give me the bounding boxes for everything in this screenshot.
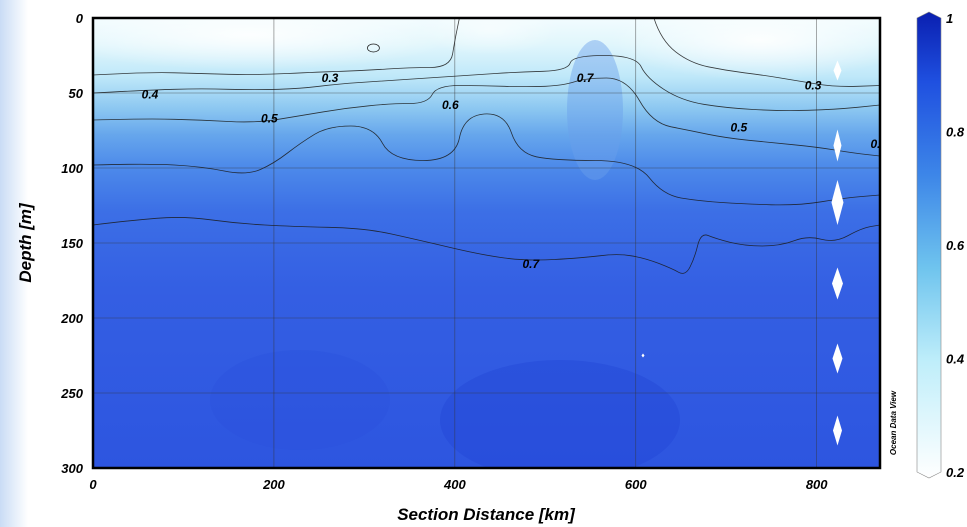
- colorbar-tick-label: 1: [946, 11, 953, 26]
- plot-frame: [91, 16, 882, 470]
- deep-dark-patch: [210, 350, 390, 450]
- contour-label: 0.3: [805, 79, 822, 93]
- contour-line: [653, 18, 880, 87]
- data-gap-mark: [833, 60, 842, 81]
- y-tick-label: 150: [61, 236, 83, 251]
- y-tick-label: 50: [69, 86, 84, 101]
- data-gap-mark: [833, 129, 842, 162]
- contour-line: [93, 55, 880, 111]
- data-gaps: [641, 60, 844, 446]
- contour-line: [93, 77, 880, 157]
- contour-label: 0.3: [322, 71, 339, 85]
- field-shading: [93, 18, 880, 468]
- watermark-text: Ocean Data View: [889, 390, 898, 455]
- x-tick-label: 800: [806, 477, 828, 492]
- data-gap-mark: [832, 343, 843, 374]
- data-gap-mark: [831, 180, 844, 225]
- y-axis-ticks: 0 50 100 150 200 250 300: [60, 11, 83, 476]
- y-tick-label: 300: [61, 461, 83, 476]
- y-tick-label: 200: [60, 311, 83, 326]
- data-gap-mark: [641, 353, 645, 358]
- y-tick-label: 0: [76, 11, 84, 26]
- x-axis-ticks: 0 200 400 600 800: [89, 477, 828, 492]
- data-gap-mark: [831, 267, 843, 300]
- contour-label: 0.: [870, 137, 880, 151]
- y-axis-title: Depth [m]: [16, 202, 35, 283]
- x-tick-label: 600: [625, 477, 647, 492]
- data-gap-mark: [832, 415, 842, 446]
- contour-line: [93, 113, 880, 206]
- y-tick-label: 100: [61, 161, 83, 176]
- contour-label: 0.7: [522, 257, 540, 271]
- mid-tongue-patch: [567, 40, 623, 180]
- colorbar-body: [916, 11, 942, 479]
- colorbar: 0.2 0.4 0.6 0.8 1: [916, 11, 965, 480]
- x-axis-title: Section Distance [km]: [397, 505, 576, 524]
- contour-line: [93, 217, 880, 274]
- y-tick-label: 250: [60, 386, 83, 401]
- colorbar-tick-label: 0.2: [946, 465, 965, 480]
- colorbar-tick-label: 0.6: [946, 238, 965, 253]
- plot-area: 0.3 0.4 0.5 0.6 0.7 0.3 0.5 0. 0.7: [91, 16, 882, 470]
- colorbar-tick-label: 0.8: [946, 125, 965, 140]
- surface-light-patch: [420, 18, 560, 55]
- x-tick-label: 0: [89, 477, 97, 492]
- contour-label: 0.5: [261, 112, 278, 126]
- contour-label: 0.5: [731, 121, 748, 135]
- contour-line: [93, 18, 460, 76]
- surface-light-patch: [93, 18, 460, 70]
- x-tick-label: 400: [443, 477, 466, 492]
- contour-ring: [367, 43, 380, 53]
- colorbar-ticks: 0.2 0.4 0.6 0.8 1: [946, 11, 965, 480]
- surface-light-patch: [610, 18, 880, 80]
- deep-dark-patch: [440, 360, 680, 468]
- contour-label: 0.7: [577, 71, 595, 85]
- contour-label: 0.6: [442, 98, 459, 112]
- contour-lines: [93, 18, 880, 274]
- grid-lines: [93, 18, 880, 468]
- contour-labels: 0.3 0.4 0.5 0.6 0.7 0.3 0.5 0. 0.7: [142, 71, 881, 271]
- contour-label: 0.4: [142, 88, 159, 102]
- x-tick-label: 200: [262, 477, 285, 492]
- colorbar-tick-label: 0.4: [946, 352, 965, 367]
